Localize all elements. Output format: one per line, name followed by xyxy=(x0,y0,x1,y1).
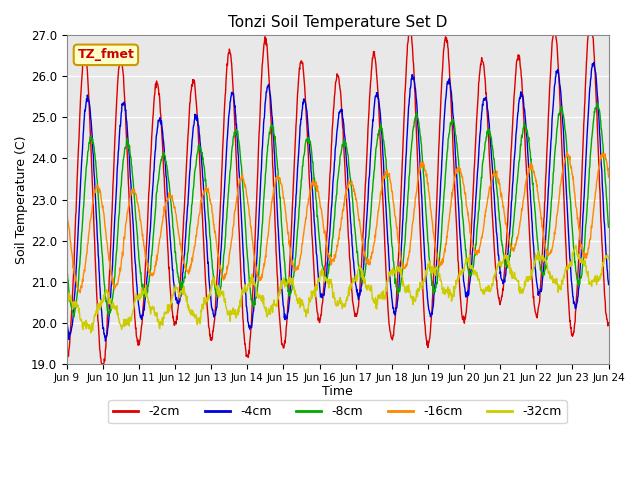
Y-axis label: Soil Temperature (C): Soil Temperature (C) xyxy=(15,135,28,264)
X-axis label: Time: Time xyxy=(323,385,353,398)
Legend: -2cm, -4cm, -8cm, -16cm, -32cm: -2cm, -4cm, -8cm, -16cm, -32cm xyxy=(108,400,567,423)
Title: Tonzi Soil Temperature Set D: Tonzi Soil Temperature Set D xyxy=(228,15,447,30)
Text: TZ_fmet: TZ_fmet xyxy=(77,48,134,61)
